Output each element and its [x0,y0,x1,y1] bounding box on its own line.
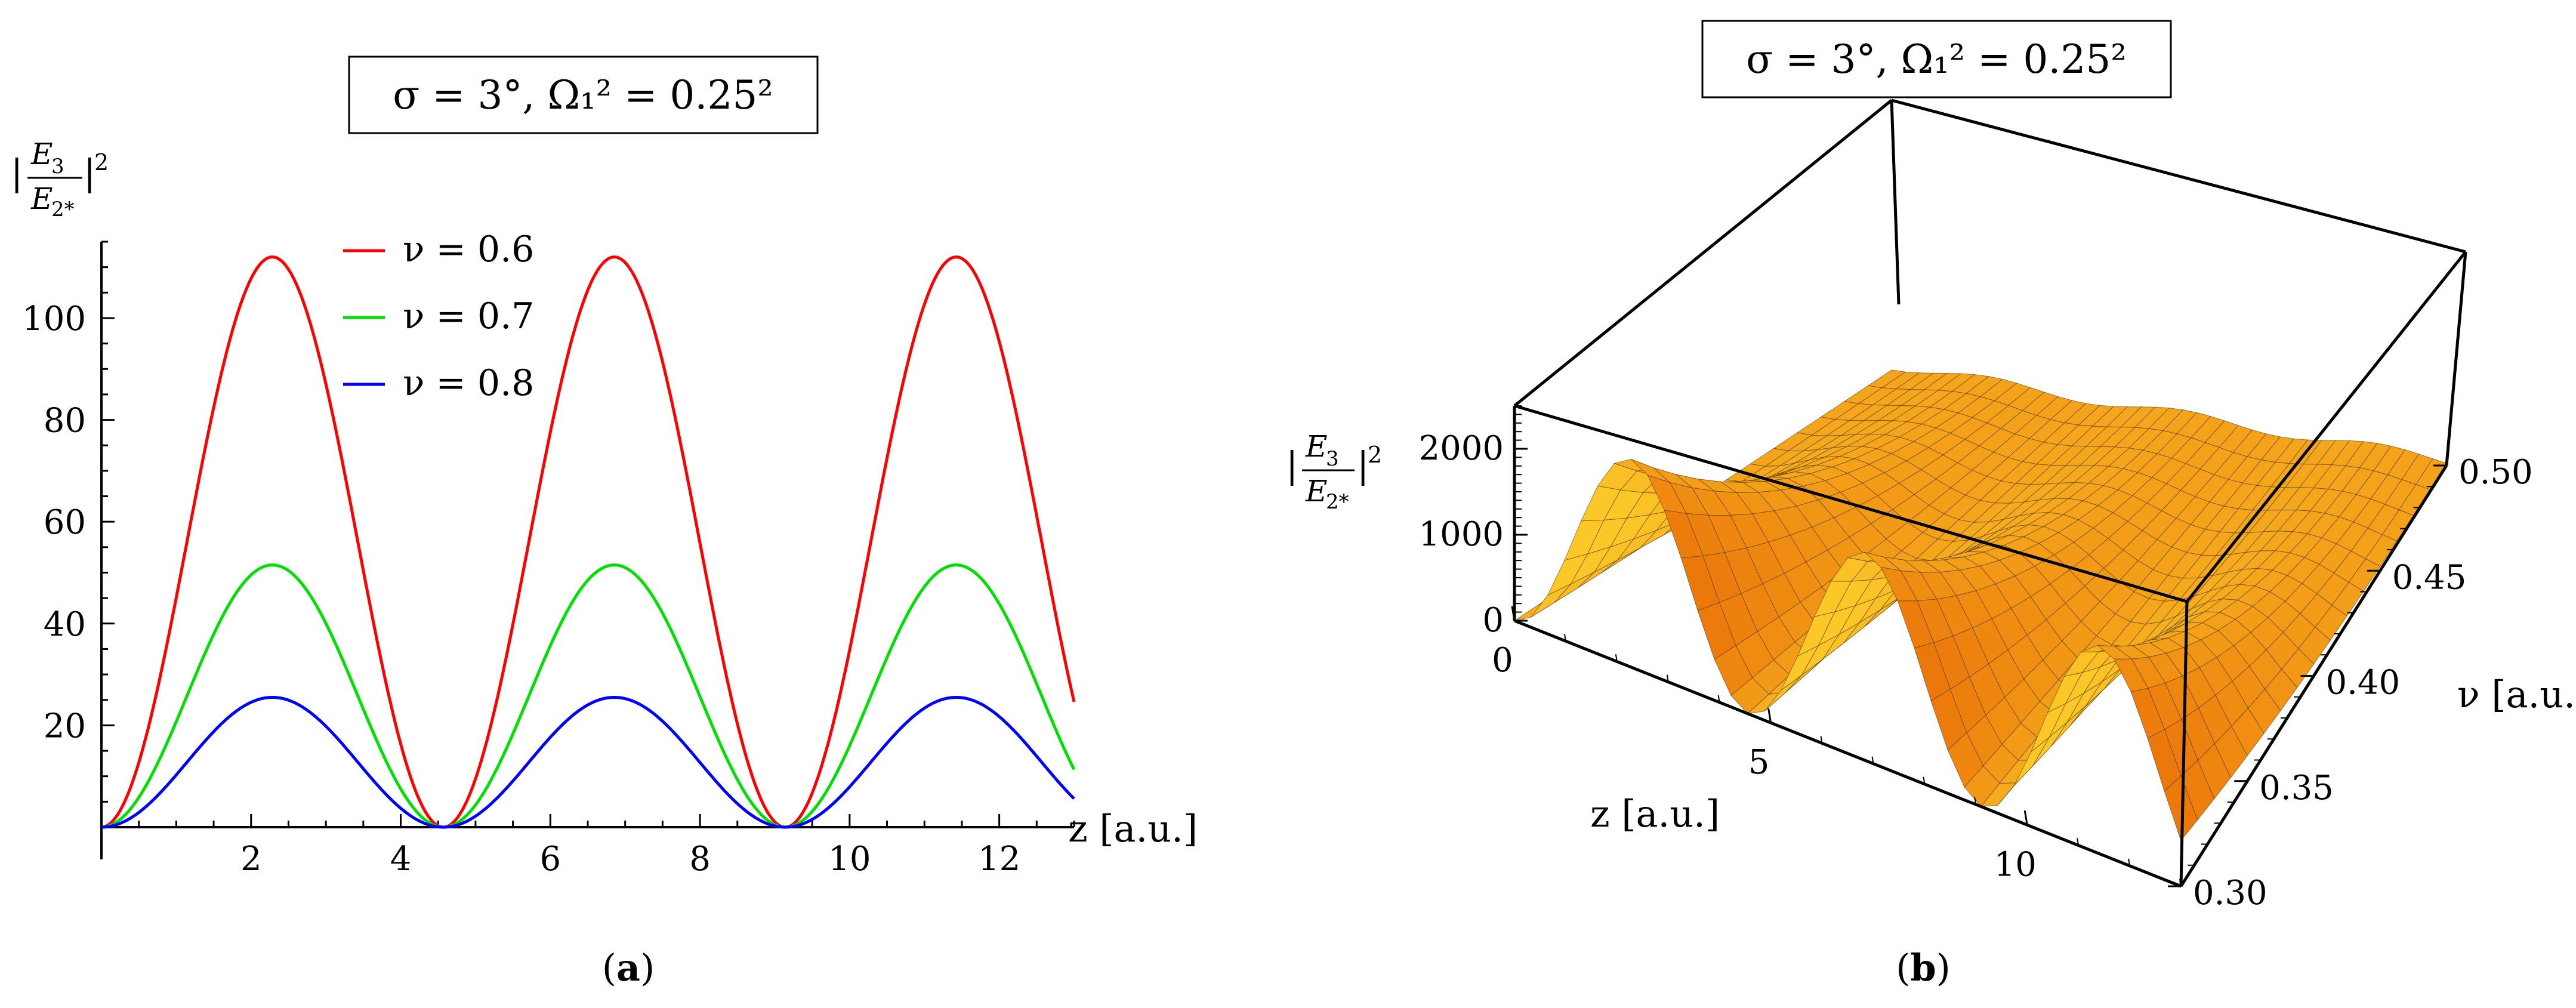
by-tick-label-0.35: 0.35 [2259,769,2334,807]
bx-minor-tick [1615,654,1618,662]
svg-text:3: 3 [1326,447,1339,471]
legend-label-3: ν = 0.8 [403,362,534,404]
panel-b-title-box [1701,20,2172,98]
svg-text:E: E [1305,429,1328,464]
bx-minor-tick [1769,715,1772,723]
x-tick-label-4: 4 [390,840,412,878]
bx-tick-label-10: 10 [1994,845,2037,884]
x-tick-label-12: 12 [978,840,1020,878]
panel-a-title: σ = 3°, Ω₁² = 0.25² [393,72,773,118]
svg-text:3: 3 [51,155,64,178]
x-tick-label-2: 2 [240,840,262,878]
svg-text:E: E [30,181,53,216]
y-tick-label-60: 60 [44,503,86,542]
bx-minor-tick [1923,776,1926,785]
by-tick-label-0.4: 0.40 [2326,664,2401,702]
bx-minor-tick [1563,634,1566,642]
x-tick-label-6: 6 [539,840,561,878]
bx-minor-tick [2128,858,2131,866]
panel-a: σ = 3°, Ω₁² = 0.25² | E 3 E 2* | 2 2 4 6 8 1… [11,56,1198,989]
bx-minor-tick [1717,695,1720,703]
by-tick-label-0.3: 0.30 [2193,874,2268,913]
panel-b-ylabel: ν [a.u.] [2457,673,2576,716]
series-line-2 [101,563,1076,829]
z-tick-label-1000: 1000 [1418,515,1504,554]
panel-a-ylabel: | E 3 E 2* | 2 [11,137,109,221]
bx-minor-tick [1513,613,1515,621]
y-tick-label-80: 80 [44,402,86,440]
svg-text:|: | [1286,445,1298,486]
panel-a-xlabel: z [a.u.] [1068,807,1198,850]
bx-minor-tick [1974,797,1977,805]
svg-text:2*: 2* [51,198,75,221]
bx-minor-tick [2179,878,2182,887]
panel-a-legend: ν = 0.6 ν = 0.7 ν = 0.8 [343,229,534,404]
bx-minor-tick [2077,838,2080,846]
svg-text:|: | [1357,445,1369,486]
y-tick-label-40: 40 [44,605,86,644]
x-tick-label-8: 8 [689,840,711,878]
panel-a-caption: (a) [602,946,655,989]
series-line-3 [101,696,1075,829]
surface-patch [2164,775,2198,841]
svg-text:2: 2 [94,149,109,175]
bx-minor-tick [1666,674,1669,682]
z-tick-label-0: 0 [1482,601,1504,640]
x-tick-label-10: 10 [828,840,871,878]
panel-b-caption: (b) [1896,946,1951,989]
panel-b: σ = 3°, Ω₁² = 0.25² | E 3 E 2* | [1286,20,2576,989]
by-tick-label-0.5: 0.50 [2458,453,2533,492]
y-tick-label-20: 20 [44,707,86,745]
series-line-1 [101,255,1076,829]
panel-b-surface [1514,369,2447,841]
panel-b-zlabel: | E 3 E 2* | 2 [1286,429,1382,514]
svg-text:|: | [84,152,95,194]
panel-b-title: σ = 3°, Ω₁² = 0.25² [1746,36,2127,82]
svg-text:2*: 2* [1326,490,1349,514]
bx-tick-label-0: 0 [1492,641,1513,680]
bx-minor-tick [1871,756,1874,764]
z-tick-label-2000: 2000 [1418,429,1504,468]
panel-b-xlabel: z [a.u.] [1590,792,1720,836]
legend-label-1: ν = 0.6 [403,229,534,270]
svg-text:|: | [11,152,23,194]
bx-tick-label-5: 5 [1748,743,1770,782]
y-tick-label-100: 100 [22,300,86,338]
bx-minor-tick [2025,818,2028,825]
bx-minor-tick [1820,736,1823,744]
by-tick-label-0.45: 0.45 [2392,558,2467,597]
svg-text:E: E [30,137,53,171]
svg-text:2: 2 [1368,442,1382,468]
legend-label-2: ν = 0.7 [403,295,534,337]
panel-b-bounding-box-back [1513,98,2466,621]
panel-a-title-box [348,56,819,134]
svg-text:E: E [1305,474,1328,508]
